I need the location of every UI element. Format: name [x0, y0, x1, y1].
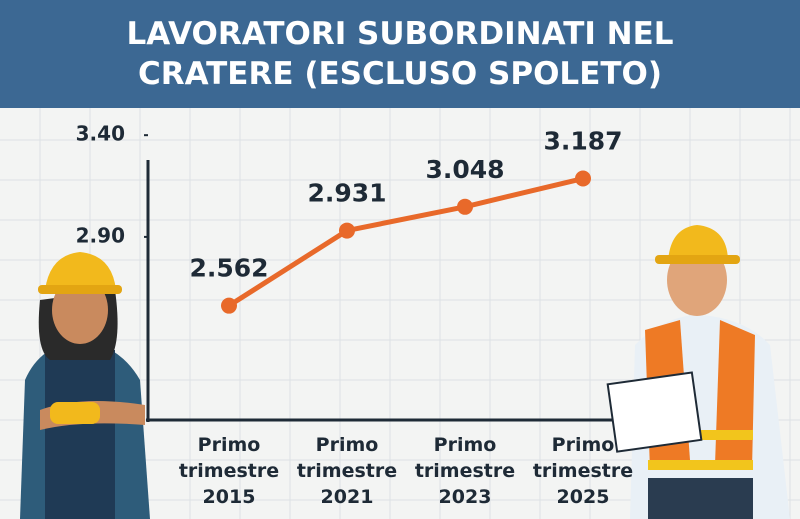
data-label: 3.048 [425, 155, 504, 184]
x-tick-label: Primo trimestre 2025 [532, 434, 634, 508]
data-label: 3.187 [543, 127, 622, 156]
y-tick-label: 2.90 [76, 223, 125, 247]
data-point [575, 170, 591, 187]
chart-title: LAVORATORI SUBORDINATI NEL CRATERE (ESCL… [126, 16, 674, 92]
x-tick-label: Primo trimestre 2015 [178, 434, 280, 508]
data-label: 2.931 [307, 179, 386, 208]
data-point [457, 198, 473, 215]
data-label: 2.562 [189, 254, 268, 283]
worker-left [20, 252, 150, 519]
data-line [227, 176, 584, 308]
worker-right [606, 225, 790, 519]
data-point [221, 297, 237, 314]
x-tick-label: Primo trimestre 2023 [414, 434, 516, 508]
header-bar [0, 0, 800, 108]
data-point [339, 222, 355, 239]
x-tick-label: Primo trimestre 2021 [296, 434, 398, 508]
y-tick-label: 3.40 [76, 122, 125, 146]
